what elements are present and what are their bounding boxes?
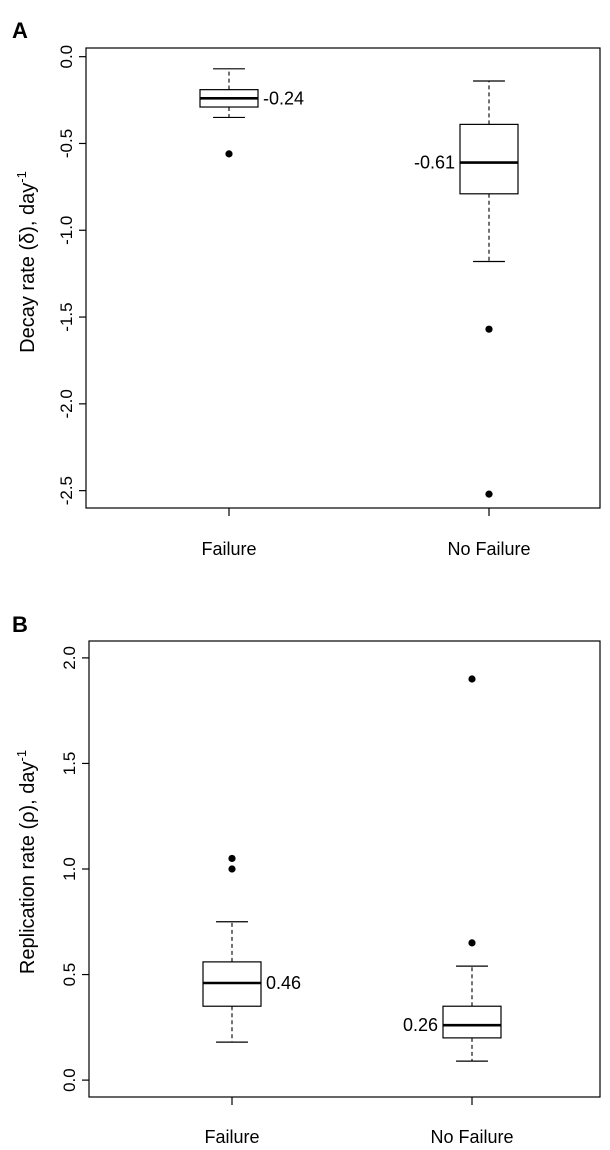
outlier-point xyxy=(468,939,476,947)
iqr-box xyxy=(442,1005,502,1039)
panel-a-x-ticks: Failure No Failure xyxy=(201,508,531,559)
y-tick-label: 0.0 xyxy=(57,45,76,69)
box-failure: 0.46 xyxy=(202,854,301,1043)
y-tick-label: 0.5 xyxy=(60,963,79,987)
y-tick-label: -1.5 xyxy=(57,302,76,331)
y-tick-label: -1.0 xyxy=(57,216,76,245)
x-category-label: No Failure xyxy=(447,539,530,559)
x-category-label: Failure xyxy=(201,539,256,559)
box-no-failure: 0.26 xyxy=(403,675,502,1062)
panel-a-label: A xyxy=(12,18,28,43)
panel-a-plot-frame xyxy=(85,47,601,509)
y-tick-label: 2.0 xyxy=(60,646,79,670)
panel-a-y-ticks: 0.0 -0.5 -1.0 -1.5 -2.0 -2.5 xyxy=(57,45,86,505)
panel-b-y-axis-label: Replication rate (ρ), day-1 xyxy=(14,750,39,974)
panel-b-label: B xyxy=(12,612,28,637)
y-tick-label: -2.0 xyxy=(57,389,76,418)
y-tick-label: -2.5 xyxy=(57,476,76,505)
y-tick-label: 1.0 xyxy=(60,857,79,881)
panel-a-boxes: -0.24 -0.61 xyxy=(199,68,519,498)
y-tick-label: -0.5 xyxy=(57,129,76,158)
panel-b: B 0.0 0.5 1.0 1.5 2.0 Failure No Failure 0.46… xyxy=(12,612,601,1147)
outlier-point xyxy=(225,150,233,158)
panel-b-boxes: 0.46 0.26 xyxy=(202,675,502,1062)
y-tick-label: 0.0 xyxy=(60,1068,79,1092)
panel-b-x-ticks: Failure No Failure xyxy=(204,1097,514,1147)
median-value-label: -0.61 xyxy=(414,153,455,173)
median-value-label: 0.46 xyxy=(266,973,301,993)
median-value-label: 0.26 xyxy=(403,1015,438,1035)
median-value-label: -0.24 xyxy=(263,88,304,108)
panel-a: A 0.0 -0.5 -1.0 -1.5 -2.0 -2.5 Failure No Fail… xyxy=(12,18,601,559)
y-tick-label: 1.5 xyxy=(60,752,79,776)
panel-a-y-axis-label: Decay rate (δ), day-1 xyxy=(14,171,39,353)
outlier-point xyxy=(485,490,493,498)
iqr-box xyxy=(459,123,519,195)
outlier-point xyxy=(228,854,236,863)
outlier-point xyxy=(228,865,236,873)
panel-b-y-ticks: 0.0 0.5 1.0 1.5 2.0 xyxy=(60,646,89,1092)
outlier-point xyxy=(485,325,493,333)
x-category-label: Failure xyxy=(204,1127,259,1147)
box-failure: -0.24 xyxy=(199,68,304,158)
box-no-failure: -0.61 xyxy=(414,80,519,498)
outlier-point xyxy=(468,675,476,683)
x-category-label: No Failure xyxy=(430,1127,513,1147)
panel-b-plot-frame xyxy=(88,640,601,1098)
